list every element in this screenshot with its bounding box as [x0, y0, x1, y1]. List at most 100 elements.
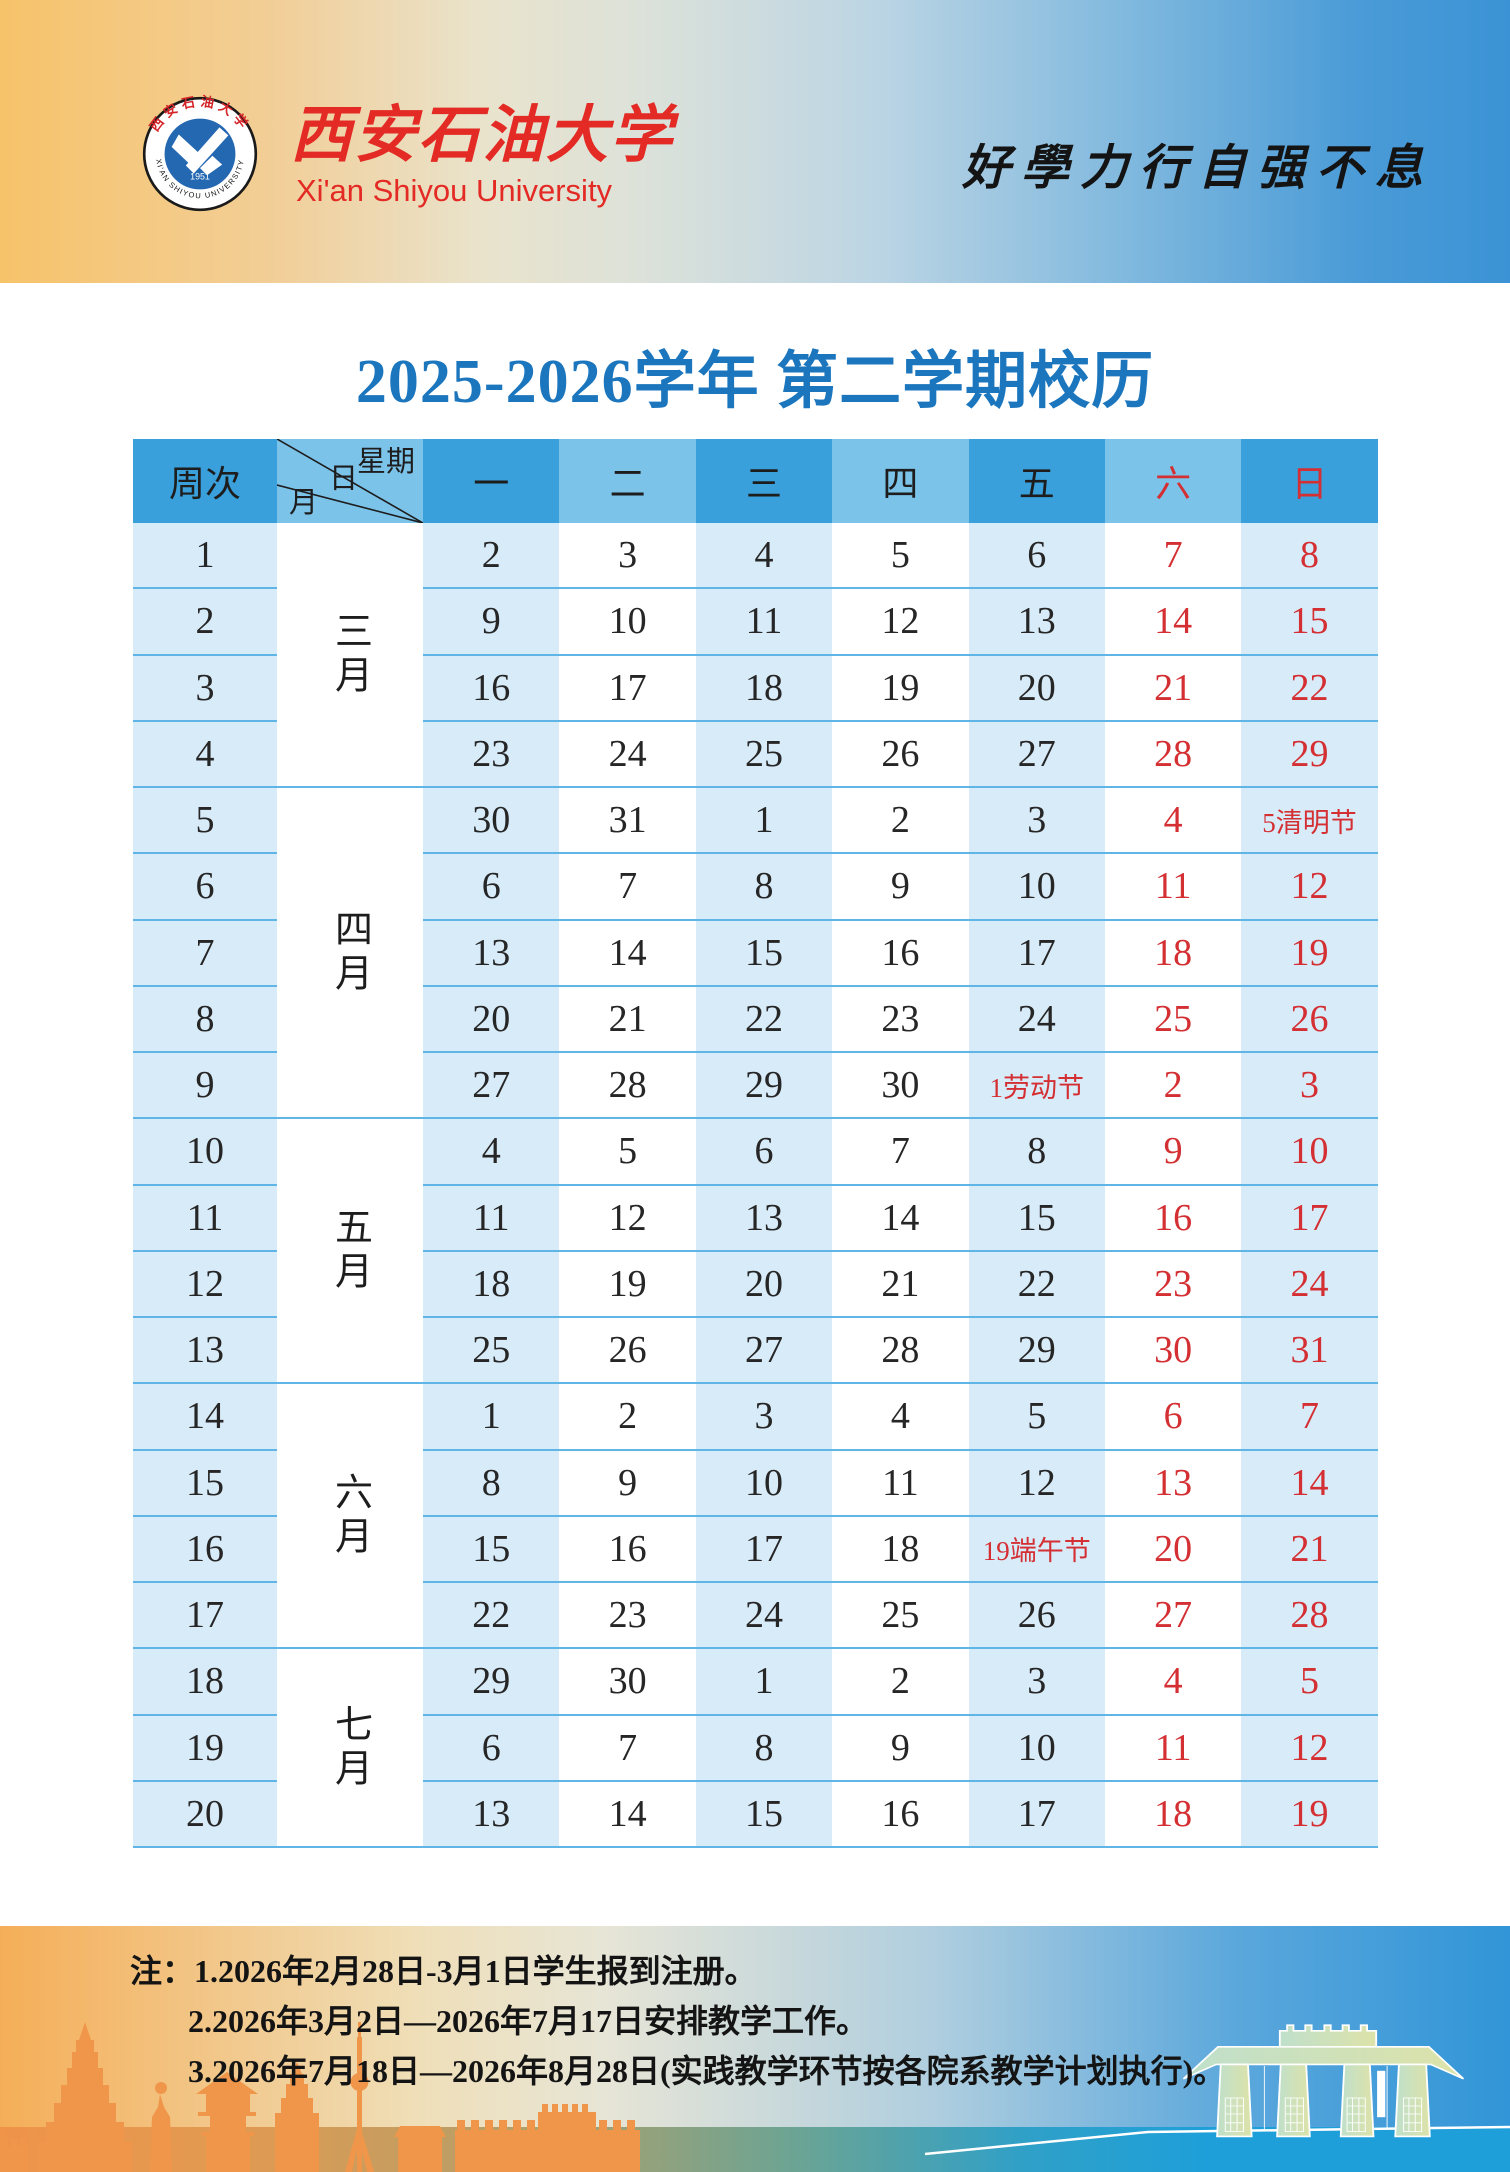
date-cell: 13: [695, 1185, 833, 1252]
note-line-3: 3.2026年7月18日—2026年8月28日(实践教学环节按各院系教学计划执行…: [188, 2053, 1226, 2089]
date-cell: 4: [423, 1119, 560, 1186]
date-cell: 8: [695, 854, 833, 921]
week-number-cell: 2: [133, 589, 277, 656]
header-day-sun: 日: [1241, 439, 1378, 523]
date-cell: 14: [832, 1185, 969, 1252]
date-cell: 17: [968, 1781, 1105, 1848]
date-cell: 29: [423, 1649, 560, 1716]
date-cell: 22: [968, 1251, 1105, 1318]
date-cell: 24: [1241, 1251, 1378, 1318]
date-cell: 15: [968, 1185, 1105, 1252]
week-number-cell: 1: [133, 523, 277, 590]
date-cell: 3: [695, 1384, 833, 1451]
month-cell: 三月: [277, 523, 423, 788]
date-cell: 29: [968, 1318, 1105, 1385]
date-cell: 30: [559, 1649, 696, 1716]
date-cell: 27: [968, 721, 1105, 788]
date-cell: 11: [423, 1185, 560, 1252]
date-cell: 10: [968, 854, 1105, 921]
date-cell: 4: [695, 523, 833, 590]
date-cell: 28: [1104, 721, 1242, 788]
footer-notes: 注：1.2026年2月28日-3月1日学生报到注册。 2.2026年3月2日—2…: [130, 1946, 1230, 2096]
date-cell: 2: [832, 788, 969, 855]
university-gate-illustration: [1182, 2024, 1465, 2138]
date-cell: 6: [423, 854, 560, 921]
date-cell: 21: [559, 986, 696, 1053]
date-cell: 13: [1104, 1450, 1242, 1517]
date-cell: 5: [832, 523, 969, 590]
date-cell: 9: [423, 589, 560, 656]
date-cell: 27: [423, 1053, 560, 1120]
date-cell: 28: [832, 1318, 969, 1385]
date-cell: 6: [968, 523, 1105, 590]
week-number-cell: 3: [133, 655, 277, 722]
date-cell: 25: [832, 1583, 969, 1650]
date-cell: 18: [1104, 920, 1242, 987]
date-cell: 12: [832, 589, 969, 656]
month-cell: 六月: [277, 1384, 423, 1650]
date-cell: 9: [832, 854, 969, 921]
date-cell: 7: [559, 854, 696, 921]
date-cell: 20: [695, 1251, 833, 1318]
week-number-cell: 6: [133, 854, 277, 921]
date-cell: 14: [559, 1781, 696, 1848]
date-cell: 7: [1104, 523, 1242, 590]
date-cell: 20: [968, 655, 1105, 722]
diagonal-label-month: 月: [289, 487, 319, 519]
header-day-fri: 五: [968, 439, 1105, 523]
date-cell: 15: [695, 920, 833, 987]
date-cell: 17: [695, 1516, 833, 1583]
date-cell: 9: [559, 1450, 696, 1517]
date-cell: 23: [423, 721, 560, 788]
header-day-tue: 二: [559, 439, 696, 523]
date-cell: 13: [423, 920, 560, 987]
date-cell: 24: [559, 721, 696, 788]
date-cell: 10: [1241, 1119, 1378, 1186]
date-cell: 29: [1241, 721, 1378, 788]
date-cell: 12: [1241, 854, 1378, 921]
week-number-cell: 19: [133, 1715, 277, 1782]
date-cell: 11: [1104, 1715, 1242, 1782]
date-cell: 29: [695, 1053, 833, 1120]
date-cell: 17: [559, 655, 696, 722]
date-cell: 10: [968, 1715, 1105, 1782]
week-number-cell: 11: [133, 1185, 277, 1252]
date-cell: 14: [559, 920, 696, 987]
date-cell: 4: [1104, 1649, 1242, 1716]
date-cell: 10: [559, 589, 696, 656]
date-cell: 3: [968, 788, 1105, 855]
date-cell: 30: [1104, 1318, 1242, 1385]
date-cell: 18: [695, 655, 833, 722]
week-number-cell: 20: [133, 1781, 277, 1848]
date-cell: 26: [832, 721, 969, 788]
date-cell: 16: [423, 655, 560, 722]
date-cell: 25: [695, 721, 833, 788]
date-cell: 27: [1104, 1583, 1242, 1650]
date-cell: 22: [695, 986, 833, 1053]
university-logo: 1951 西安石油大学 XI'AN SHIYOU UNIVERSITY: [142, 93, 258, 212]
date-cell: 23: [559, 1583, 696, 1650]
university-name-cn: 西安石油大学: [290, 102, 675, 170]
date-cell: 19: [1241, 1781, 1378, 1848]
date-cell: 8: [695, 1715, 833, 1782]
date-cell: 31: [559, 788, 696, 855]
date-cell: 14: [1241, 1450, 1378, 1517]
date-cell: 19: [559, 1251, 696, 1318]
date-cell: 2: [423, 523, 560, 590]
week-number-cell: 14: [133, 1384, 277, 1451]
date-cell: 30: [832, 1053, 969, 1120]
header-day-thu: 四: [832, 439, 969, 523]
week-number-cell: 4: [133, 721, 277, 788]
date-cell: 21: [1104, 655, 1242, 722]
gate-sign-plaque: [1377, 2070, 1386, 2118]
ground-line: [924, 2125, 1510, 2156]
date-cell: 24: [968, 986, 1105, 1053]
date-cell: 11: [1104, 854, 1242, 921]
date-cell: 7: [559, 1715, 696, 1782]
university-name-en: Xi'an Shiyou University: [296, 173, 613, 208]
date-cell: 14: [1104, 589, 1242, 656]
header-diagonal-cell: 星期 日 月: [277, 439, 423, 523]
date-cell: 16: [1104, 1185, 1242, 1252]
date-cell: 9: [832, 1715, 969, 1782]
week-number-cell: 13: [133, 1318, 277, 1385]
